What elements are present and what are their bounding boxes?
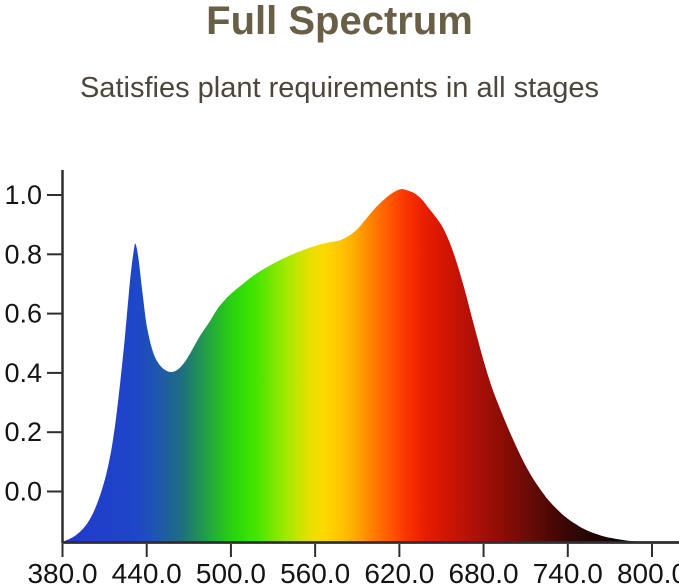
page-subtitle: Satisfies plant requirements in all stag…	[79, 72, 600, 104]
y-tick-label: 0.6	[4, 299, 42, 329]
y-tick-label: 1.0	[4, 180, 42, 210]
x-tick-label: 440.0	[112, 558, 182, 588]
y-tick-label: 0.8	[4, 239, 42, 269]
x-tick-label: 380.0	[27, 558, 97, 588]
spectrum-area	[62, 189, 652, 543]
y-tick-label: 0.2	[4, 417, 42, 447]
y-tick-label: 0.0	[4, 477, 42, 507]
x-tick-label: 500.0	[196, 558, 266, 588]
y-tick-label: 0.4	[4, 358, 42, 388]
x-tick-label: 560.0	[280, 558, 350, 588]
x-tick-label: 800.0	[617, 558, 679, 588]
x-tick-label: 680.0	[449, 558, 519, 588]
page-title: Full Spectrum	[206, 0, 473, 43]
x-tick-label: 740.0	[533, 558, 603, 588]
x-tick-label: 620.0	[364, 558, 434, 588]
